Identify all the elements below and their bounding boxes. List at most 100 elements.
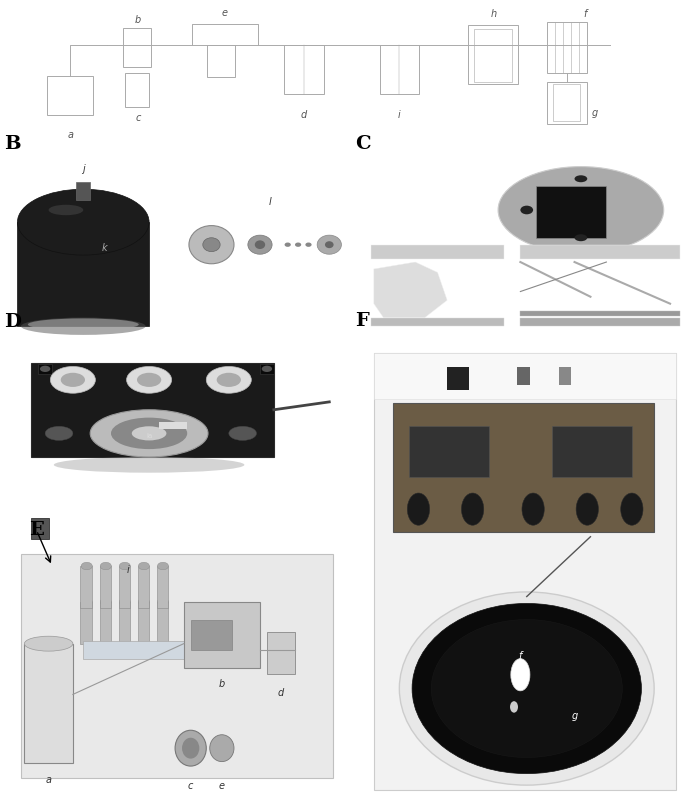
Ellipse shape xyxy=(575,175,587,182)
Text: g: g xyxy=(571,711,577,721)
Ellipse shape xyxy=(229,426,256,441)
Bar xyxy=(374,353,676,399)
Ellipse shape xyxy=(262,366,272,372)
Ellipse shape xyxy=(18,189,149,255)
Ellipse shape xyxy=(295,243,301,247)
Text: B: B xyxy=(4,135,20,153)
Text: e: e xyxy=(219,781,225,791)
Ellipse shape xyxy=(317,235,342,254)
Ellipse shape xyxy=(305,243,312,247)
Ellipse shape xyxy=(217,373,241,387)
Bar xyxy=(520,311,680,316)
Ellipse shape xyxy=(100,562,111,570)
Text: i: i xyxy=(127,565,130,575)
Bar xyxy=(520,317,680,326)
Ellipse shape xyxy=(399,592,654,785)
Ellipse shape xyxy=(431,620,622,758)
Text: g: g xyxy=(592,107,598,118)
Bar xyxy=(183,602,260,667)
Bar xyxy=(125,73,148,107)
Ellipse shape xyxy=(158,562,169,570)
Ellipse shape xyxy=(139,598,149,605)
Ellipse shape xyxy=(119,562,130,570)
Bar xyxy=(379,44,419,94)
Bar xyxy=(32,362,274,457)
Ellipse shape xyxy=(40,366,50,372)
Bar xyxy=(80,602,92,644)
Bar xyxy=(118,602,130,644)
Text: h: h xyxy=(491,10,496,19)
Bar xyxy=(25,644,73,763)
Bar xyxy=(157,602,168,644)
Ellipse shape xyxy=(182,738,199,759)
Ellipse shape xyxy=(325,241,334,249)
Ellipse shape xyxy=(61,373,85,387)
Text: b: b xyxy=(135,15,141,25)
Ellipse shape xyxy=(203,238,220,252)
Ellipse shape xyxy=(511,659,530,691)
Bar xyxy=(371,317,505,326)
Bar xyxy=(520,245,680,258)
Bar xyxy=(80,566,92,608)
Ellipse shape xyxy=(522,493,545,525)
Ellipse shape xyxy=(285,243,290,247)
Ellipse shape xyxy=(54,457,244,473)
Bar xyxy=(207,44,234,77)
Ellipse shape xyxy=(461,493,484,525)
Ellipse shape xyxy=(158,598,169,605)
Bar xyxy=(83,641,194,659)
Bar xyxy=(547,22,587,73)
Ellipse shape xyxy=(28,319,139,331)
Ellipse shape xyxy=(621,493,643,525)
Text: F: F xyxy=(355,312,368,330)
Ellipse shape xyxy=(520,206,533,215)
Ellipse shape xyxy=(189,226,234,264)
Ellipse shape xyxy=(81,598,92,605)
Ellipse shape xyxy=(81,562,92,570)
Ellipse shape xyxy=(510,701,518,713)
Ellipse shape xyxy=(21,317,146,335)
Ellipse shape xyxy=(111,417,187,449)
Bar xyxy=(118,566,130,608)
Text: a: a xyxy=(46,775,52,785)
Ellipse shape xyxy=(50,366,95,393)
Text: c: c xyxy=(135,112,141,123)
Bar xyxy=(18,222,149,326)
Bar xyxy=(99,566,111,608)
Bar xyxy=(536,186,606,238)
Ellipse shape xyxy=(132,426,167,441)
Text: d: d xyxy=(278,688,284,698)
Ellipse shape xyxy=(137,373,161,387)
Bar xyxy=(552,426,632,477)
Ellipse shape xyxy=(407,493,430,525)
Bar xyxy=(123,27,150,67)
Text: a: a xyxy=(67,129,74,140)
Bar xyxy=(190,620,232,650)
Bar xyxy=(284,44,323,94)
Ellipse shape xyxy=(210,734,234,762)
Text: d: d xyxy=(301,110,307,119)
Bar xyxy=(547,82,587,123)
Bar xyxy=(21,554,332,778)
Text: i: i xyxy=(398,110,400,119)
Ellipse shape xyxy=(119,598,130,605)
Text: l: l xyxy=(269,197,272,207)
Bar xyxy=(76,182,90,199)
Ellipse shape xyxy=(48,205,83,215)
Text: f: f xyxy=(584,10,587,19)
Text: D: D xyxy=(4,313,20,331)
Text: f: f xyxy=(519,651,522,661)
Ellipse shape xyxy=(575,234,587,241)
Bar xyxy=(371,245,505,258)
Text: b: b xyxy=(218,679,225,689)
Text: e: e xyxy=(222,8,228,18)
Bar xyxy=(32,518,48,539)
Bar xyxy=(260,364,274,374)
Bar xyxy=(138,566,149,608)
Bar xyxy=(559,366,571,385)
Bar xyxy=(393,404,654,532)
Bar xyxy=(447,366,470,390)
Bar xyxy=(553,85,580,121)
Bar xyxy=(517,366,530,385)
Ellipse shape xyxy=(100,598,111,605)
